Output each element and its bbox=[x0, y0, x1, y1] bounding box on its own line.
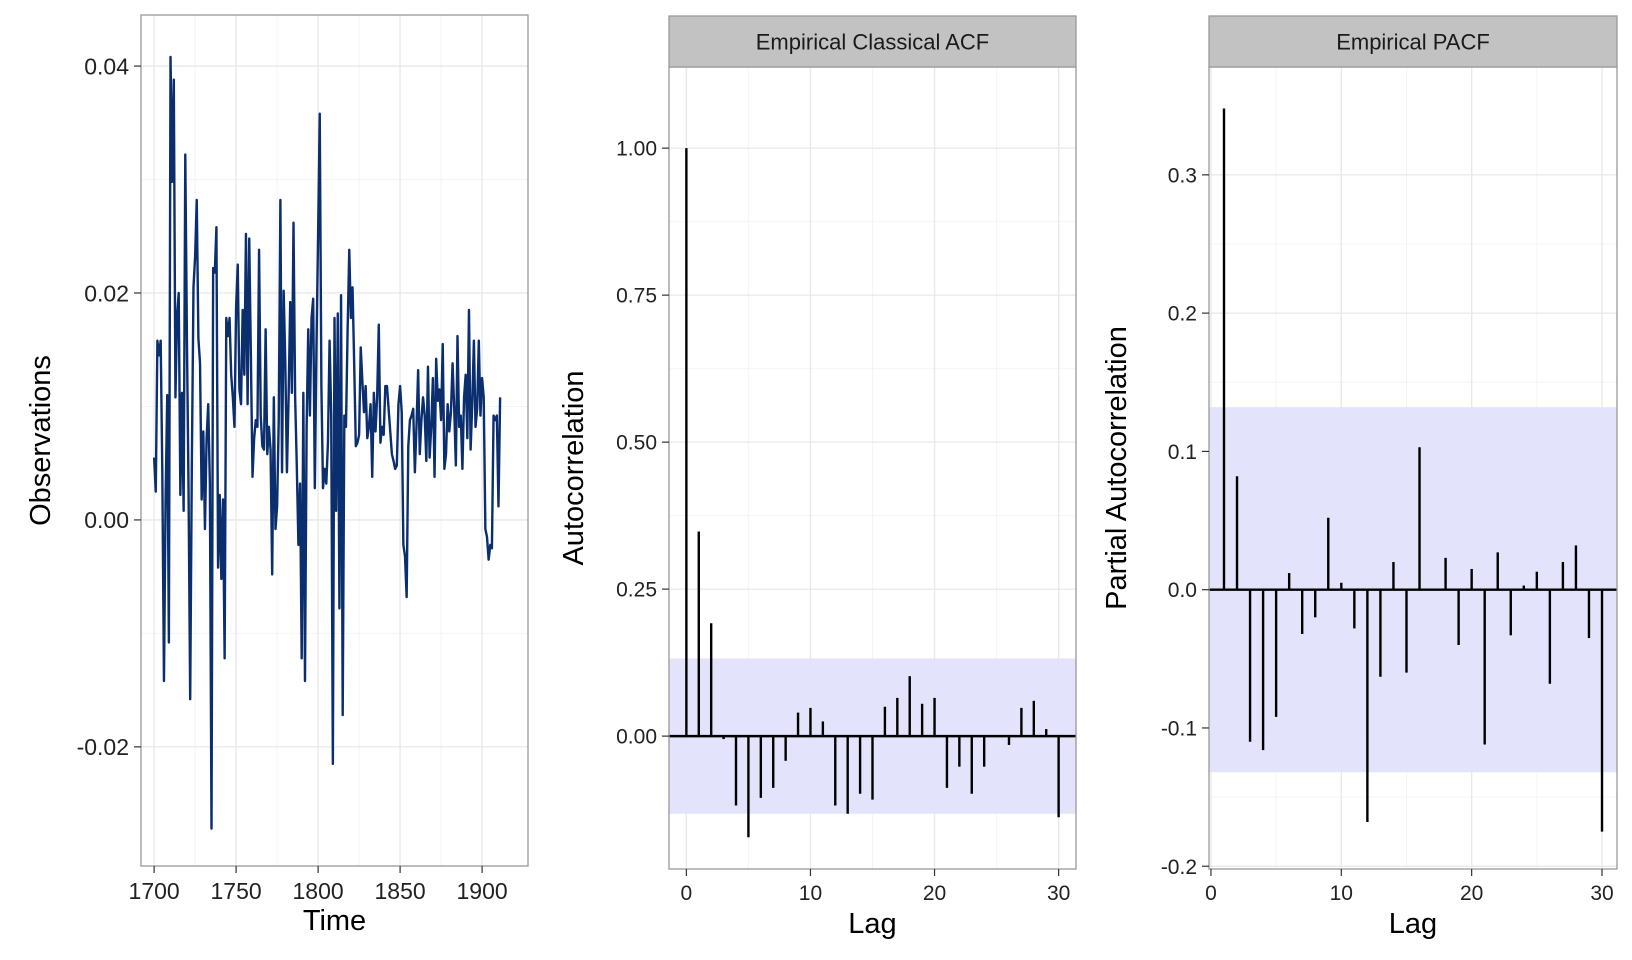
x-tick-label: 30 bbox=[1590, 882, 1613, 905]
x-tick-label: 20 bbox=[923, 882, 946, 905]
y-axis-title: Autocorrelation bbox=[558, 370, 590, 565]
x-tick-label: 1900 bbox=[456, 878, 507, 904]
y-tick-label: -0.02 bbox=[77, 734, 129, 760]
y-tick-label: 0.1 bbox=[1168, 441, 1197, 464]
y-tick-label: 0.0 bbox=[1168, 579, 1197, 602]
x-axis-title: Time bbox=[303, 905, 366, 937]
y-tick-label: 0.00 bbox=[84, 507, 129, 533]
y-axis-title: Observations bbox=[25, 355, 57, 526]
y-tick-label: 0.04 bbox=[84, 53, 129, 79]
y-tick-label: -0.1 bbox=[1161, 718, 1197, 741]
y-axis-title: Partial Autocorrelation bbox=[1101, 326, 1133, 610]
y-tick-label: -0.2 bbox=[1161, 856, 1197, 879]
x-tick-label: 30 bbox=[1047, 882, 1070, 905]
y-tick-label: 0.2 bbox=[1168, 303, 1197, 326]
spikes bbox=[1222, 108, 1604, 832]
y-tick-label: 0.50 bbox=[616, 432, 657, 455]
x-tick-label: 1750 bbox=[211, 878, 262, 904]
observations-line bbox=[152, 55, 502, 830]
y-tick-label: 0.00 bbox=[616, 726, 657, 749]
acf-panel: Empirical Classical ACF 0.00 0.25 0.50 0.75 1… bbox=[558, 15, 1077, 940]
x-tick-label: 10 bbox=[799, 882, 822, 905]
y-tick-label: 0.02 bbox=[84, 280, 129, 306]
y-tick-label: 0.75 bbox=[616, 285, 657, 308]
pacf-panel: Empirical PACF -0.2 -0.1 0.0 0.1 0.2 0.3 0 10 20 3… bbox=[1101, 15, 1618, 940]
y-tick-label: 0.25 bbox=[616, 579, 657, 602]
strip-header bbox=[668, 15, 1077, 68]
y-tick-label: 1.00 bbox=[616, 138, 657, 161]
spikes bbox=[685, 148, 1060, 838]
x-axis-title: Lag bbox=[848, 908, 896, 940]
strip-title: Empirical Classical ACF bbox=[756, 30, 990, 55]
y-tick-label: 0.3 bbox=[1168, 164, 1197, 187]
x-axis-title: Lag bbox=[1389, 908, 1437, 940]
strip-header bbox=[1208, 15, 1618, 68]
time-series-panel: -0.02 0.00 0.02 0.04 1700 1750 1800 1850 1900 Tim… bbox=[25, 14, 529, 937]
x-tick-label: 1850 bbox=[375, 878, 426, 904]
x-tick-label: 1800 bbox=[293, 878, 344, 904]
x-tick-label: 20 bbox=[1460, 882, 1483, 905]
strip-title: Empirical PACF bbox=[1336, 30, 1490, 55]
x-tick-label: 1700 bbox=[129, 878, 180, 904]
x-tick-label: 0 bbox=[1205, 882, 1217, 905]
x-tick-label: 10 bbox=[1330, 882, 1353, 905]
x-tick-label: 0 bbox=[681, 882, 693, 905]
panel-border bbox=[140, 14, 529, 867]
